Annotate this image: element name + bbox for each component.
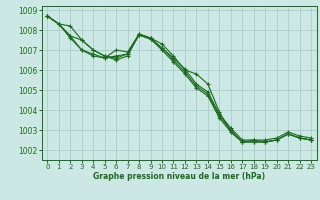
- X-axis label: Graphe pression niveau de la mer (hPa): Graphe pression niveau de la mer (hPa): [93, 172, 265, 181]
